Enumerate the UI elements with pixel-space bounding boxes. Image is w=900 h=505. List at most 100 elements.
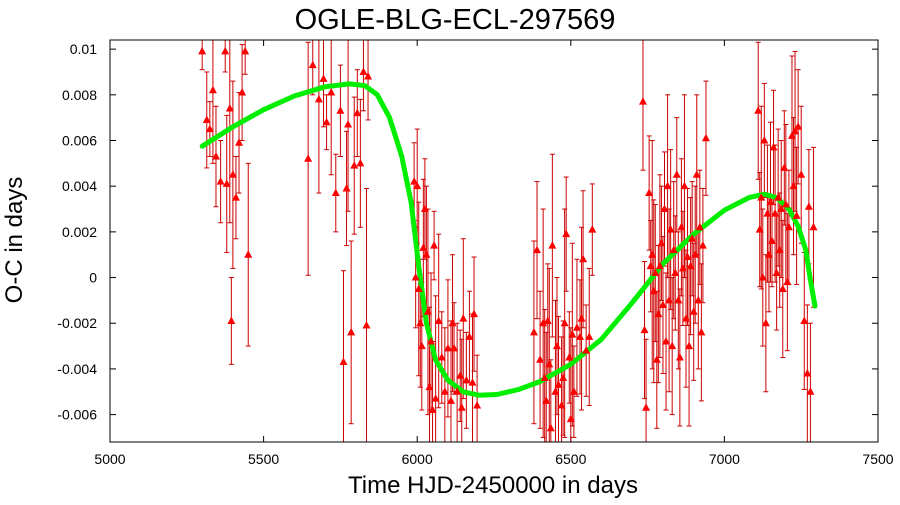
data-point	[774, 193, 783, 201]
data-point	[680, 181, 689, 190]
data-point	[473, 400, 482, 409]
data-point	[238, 88, 247, 96]
x-tick-label: 5500	[248, 451, 279, 467]
data-point	[453, 387, 462, 395]
data-point	[772, 268, 781, 276]
data-point	[446, 396, 455, 404]
data-point	[344, 120, 353, 128]
y-tick-label: 0.004	[62, 178, 97, 194]
data-point	[792, 211, 801, 219]
data-point	[551, 387, 560, 395]
data-point	[440, 387, 449, 395]
data-point	[362, 321, 371, 329]
data-point	[231, 193, 240, 201]
data-point	[688, 234, 697, 242]
data-point	[652, 355, 661, 363]
data-point	[672, 170, 681, 178]
x-tick-label: 6000	[402, 451, 433, 467]
data-point	[211, 151, 220, 160]
data-point	[420, 204, 429, 213]
data-point	[764, 250, 773, 258]
data-point	[685, 341, 694, 350]
data-point	[675, 352, 684, 361]
data-point	[459, 314, 468, 322]
data-point	[757, 193, 766, 201]
y-tick-label: 0.01	[70, 41, 97, 57]
data-point	[350, 161, 359, 169]
data-point	[569, 387, 578, 395]
y-axis-ticks: -0.006 -0.004 -0.002 0 0.002 0.004 0.006 0.008 0…	[57, 41, 878, 423]
data-point	[222, 179, 231, 187]
data-point	[543, 316, 552, 324]
data-point	[579, 254, 588, 263]
data-point	[319, 74, 328, 82]
data-point	[797, 170, 806, 178]
y-tick-label: 0	[89, 270, 97, 286]
data-point	[542, 396, 551, 404]
data-point	[427, 337, 436, 345]
data-point	[642, 403, 651, 411]
data-point	[791, 126, 800, 135]
data-point	[202, 115, 211, 123]
data-point	[806, 387, 815, 395]
data-point	[546, 423, 555, 432]
y-axis-label: O-C in days	[1, 177, 28, 304]
x-tick-label: 7000	[709, 451, 740, 467]
data-point	[694, 295, 703, 304]
data-point	[758, 273, 767, 281]
data-point	[225, 104, 234, 112]
data-point	[205, 124, 214, 133]
data-point	[686, 261, 695, 270]
data-point	[572, 323, 581, 331]
data-point	[775, 245, 784, 254]
data-point	[754, 106, 763, 114]
data-point	[353, 108, 362, 117]
data-point	[778, 284, 787, 292]
data-point	[359, 67, 368, 75]
data-point	[430, 241, 439, 249]
data-point	[425, 382, 434, 391]
data-point	[413, 181, 422, 190]
data-point	[698, 241, 707, 249]
data-point	[683, 252, 692, 260]
data-point	[582, 346, 591, 354]
data-point	[654, 309, 663, 318]
y-tick-label: 0.006	[62, 133, 97, 149]
data-point	[803, 368, 812, 377]
data-point	[645, 188, 654, 197]
y-tick-label: -0.002	[57, 315, 97, 331]
data-point	[536, 355, 545, 363]
data-point	[539, 318, 548, 327]
data-point	[336, 106, 345, 114]
data-point	[789, 181, 798, 190]
data-point	[766, 197, 775, 206]
x-axis-ticks: 5000 5500 6000 6500 7000 7500	[94, 40, 894, 467]
data-point	[658, 300, 667, 308]
data-point	[423, 307, 432, 315]
data-point	[364, 72, 373, 80]
data-point	[780, 163, 789, 171]
x-tick-label: 7500	[862, 451, 893, 467]
data-point	[457, 403, 466, 411]
x-tick-label: 5000	[94, 451, 125, 467]
data-point	[533, 245, 542, 254]
data-point	[304, 154, 313, 162]
data-point	[552, 341, 561, 350]
data-point	[783, 277, 792, 286]
data-point	[669, 245, 678, 254]
data-point	[560, 318, 569, 327]
data-point	[244, 250, 253, 258]
data-point	[655, 261, 664, 270]
data-point	[755, 225, 764, 233]
data-point	[437, 352, 446, 361]
data-point	[671, 268, 680, 276]
chart-title: OGLE-BLG-ECL-297569	[295, 4, 616, 36]
data-point	[577, 314, 586, 322]
data-point	[548, 241, 557, 249]
y-tick-label: -0.004	[57, 361, 97, 377]
data-point	[434, 316, 443, 324]
data-point	[331, 188, 340, 197]
data-point	[241, 46, 250, 55]
data-point	[651, 268, 660, 276]
